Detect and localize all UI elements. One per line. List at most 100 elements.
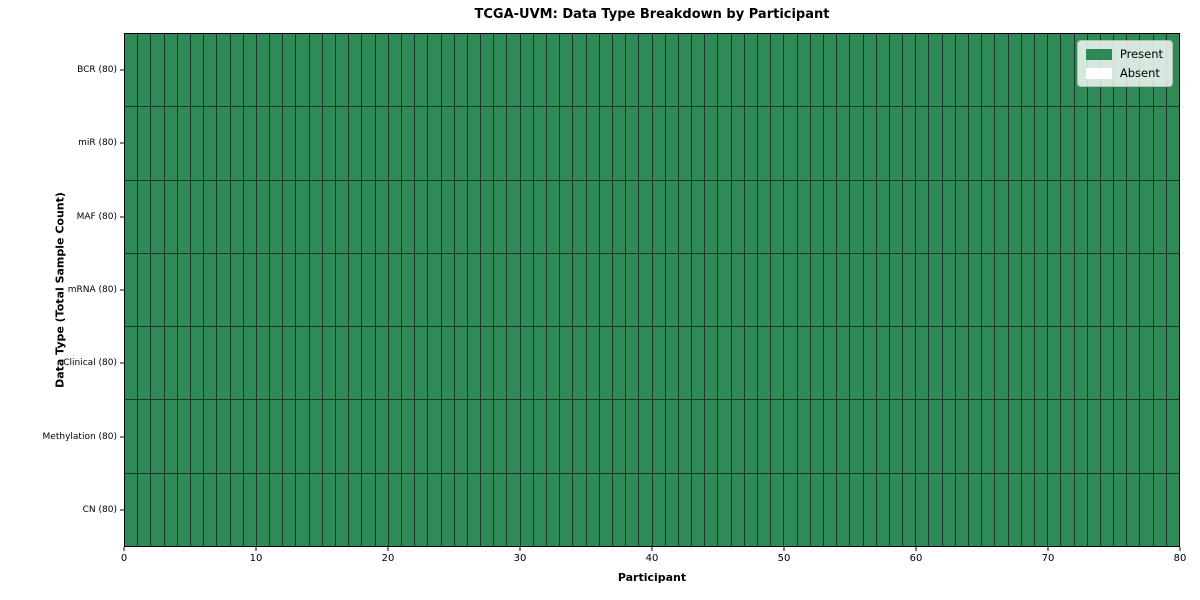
chart-title: TCGA-UVM: Data Type Breakdown by Partici… bbox=[474, 7, 830, 22]
heatmap-cell bbox=[692, 180, 705, 253]
heatmap-cell bbox=[995, 180, 1008, 253]
x-tick-mark bbox=[519, 547, 521, 551]
heatmap-cell bbox=[125, 253, 138, 327]
heatmap-cell bbox=[718, 400, 731, 473]
heatmap-cell bbox=[744, 107, 757, 180]
heatmap-cell bbox=[1166, 253, 1179, 327]
x-tick-label: 0 bbox=[120, 553, 128, 564]
heatmap-cell bbox=[652, 34, 665, 107]
heatmap-cell bbox=[375, 253, 388, 327]
heatmap-cell bbox=[217, 180, 230, 253]
heatmap-cell bbox=[441, 400, 454, 473]
heatmap-cell bbox=[850, 180, 863, 253]
heatmap-cell bbox=[322, 473, 335, 546]
heatmap-cell bbox=[916, 180, 929, 253]
heatmap-cell bbox=[1100, 473, 1114, 546]
heatmap-cell bbox=[283, 107, 296, 180]
heatmap-cell bbox=[270, 473, 283, 546]
heatmap-cell bbox=[1140, 400, 1153, 473]
heatmap-cell bbox=[876, 473, 889, 546]
heatmap-cell bbox=[309, 180, 322, 253]
heatmap-cell bbox=[336, 327, 349, 400]
heatmap-cell bbox=[164, 473, 177, 546]
heatmap-cell bbox=[204, 253, 217, 327]
heatmap-cell bbox=[401, 253, 415, 327]
heatmap-cell bbox=[560, 253, 573, 327]
heatmap-cell bbox=[1008, 253, 1021, 327]
heatmap-cell bbox=[969, 34, 982, 107]
x-tick-label: 20 bbox=[381, 553, 395, 564]
heatmap-cell bbox=[586, 34, 599, 107]
heatmap-cell bbox=[1061, 180, 1074, 253]
heatmap-cell bbox=[1074, 400, 1087, 473]
heatmap-cell bbox=[547, 400, 560, 473]
heatmap-cell bbox=[283, 253, 296, 327]
heatmap-cell bbox=[1166, 180, 1179, 253]
heatmap-cell bbox=[428, 180, 441, 253]
heatmap-cell bbox=[507, 473, 520, 546]
y-tick-label: BCR (80) bbox=[77, 64, 117, 75]
heatmap-cell bbox=[599, 400, 612, 473]
heatmap-cell bbox=[626, 473, 639, 546]
heatmap-cell bbox=[1140, 180, 1153, 253]
heatmap-cell bbox=[784, 473, 797, 546]
heatmap-cell bbox=[718, 180, 731, 253]
heatmap-cell bbox=[652, 327, 665, 400]
heatmap-cell bbox=[547, 180, 560, 253]
heatmap-cell bbox=[349, 327, 362, 400]
heatmap-cell bbox=[467, 400, 481, 473]
heatmap-cell bbox=[336, 180, 349, 253]
x-axis-label: Participant bbox=[617, 571, 687, 584]
heatmap-cell bbox=[692, 107, 705, 180]
heatmap-cell bbox=[388, 327, 401, 400]
heatmap-cell bbox=[481, 473, 494, 546]
x-tick-label: 60 bbox=[909, 553, 923, 564]
heatmap-cell bbox=[349, 180, 362, 253]
heatmap-cell bbox=[942, 34, 955, 107]
heatmap-cell bbox=[797, 327, 810, 400]
heatmap-cell bbox=[336, 253, 349, 327]
heatmap-cell bbox=[573, 327, 586, 400]
heatmap-cell bbox=[243, 107, 256, 180]
heatmap-cell bbox=[1140, 253, 1153, 327]
heatmap-cell bbox=[837, 107, 850, 180]
heatmap-cell bbox=[362, 327, 375, 400]
heatmap-cell bbox=[151, 34, 164, 107]
heatmap-cell bbox=[1021, 253, 1034, 327]
heatmap-cell bbox=[1061, 253, 1074, 327]
heatmap-cell bbox=[296, 253, 309, 327]
heatmap-cell bbox=[744, 253, 757, 327]
heatmap-cell bbox=[665, 107, 678, 180]
heatmap-cell bbox=[810, 253, 823, 327]
heatmap-cell bbox=[586, 473, 599, 546]
heatmap-cell bbox=[837, 473, 850, 546]
y-tick-label: mRNA (80) bbox=[67, 285, 117, 295]
heatmap-cell bbox=[1127, 400, 1140, 473]
heatmap-cell bbox=[784, 400, 797, 473]
heatmap-cell bbox=[1140, 107, 1153, 180]
heatmap-cell bbox=[916, 400, 929, 473]
heatmap-cell bbox=[375, 180, 388, 253]
heatmap-cell bbox=[784, 34, 797, 107]
heatmap-cell bbox=[718, 327, 731, 400]
heatmap-cell bbox=[401, 400, 415, 473]
heatmap-cell bbox=[1048, 180, 1061, 253]
heatmap-cell bbox=[916, 253, 929, 327]
heatmap-cell bbox=[322, 253, 335, 327]
heatmap-cell bbox=[481, 327, 494, 400]
heatmap-cell bbox=[876, 34, 889, 107]
heatmap-cell bbox=[1008, 107, 1021, 180]
heatmap-cell bbox=[270, 180, 283, 253]
heatmap-cell bbox=[850, 107, 863, 180]
heatmap-cell bbox=[138, 34, 151, 107]
heatmap-cell bbox=[1048, 107, 1061, 180]
heatmap-cell bbox=[125, 180, 138, 253]
heatmap-cell bbox=[837, 34, 850, 107]
heatmap-cell bbox=[995, 473, 1008, 546]
heatmap-cell bbox=[296, 34, 309, 107]
heatmap-cell bbox=[903, 400, 916, 473]
heatmap-cell bbox=[177, 180, 190, 253]
heatmap-cell bbox=[823, 253, 837, 327]
heatmap-cell bbox=[125, 107, 138, 180]
heatmap-cell bbox=[1166, 107, 1179, 180]
